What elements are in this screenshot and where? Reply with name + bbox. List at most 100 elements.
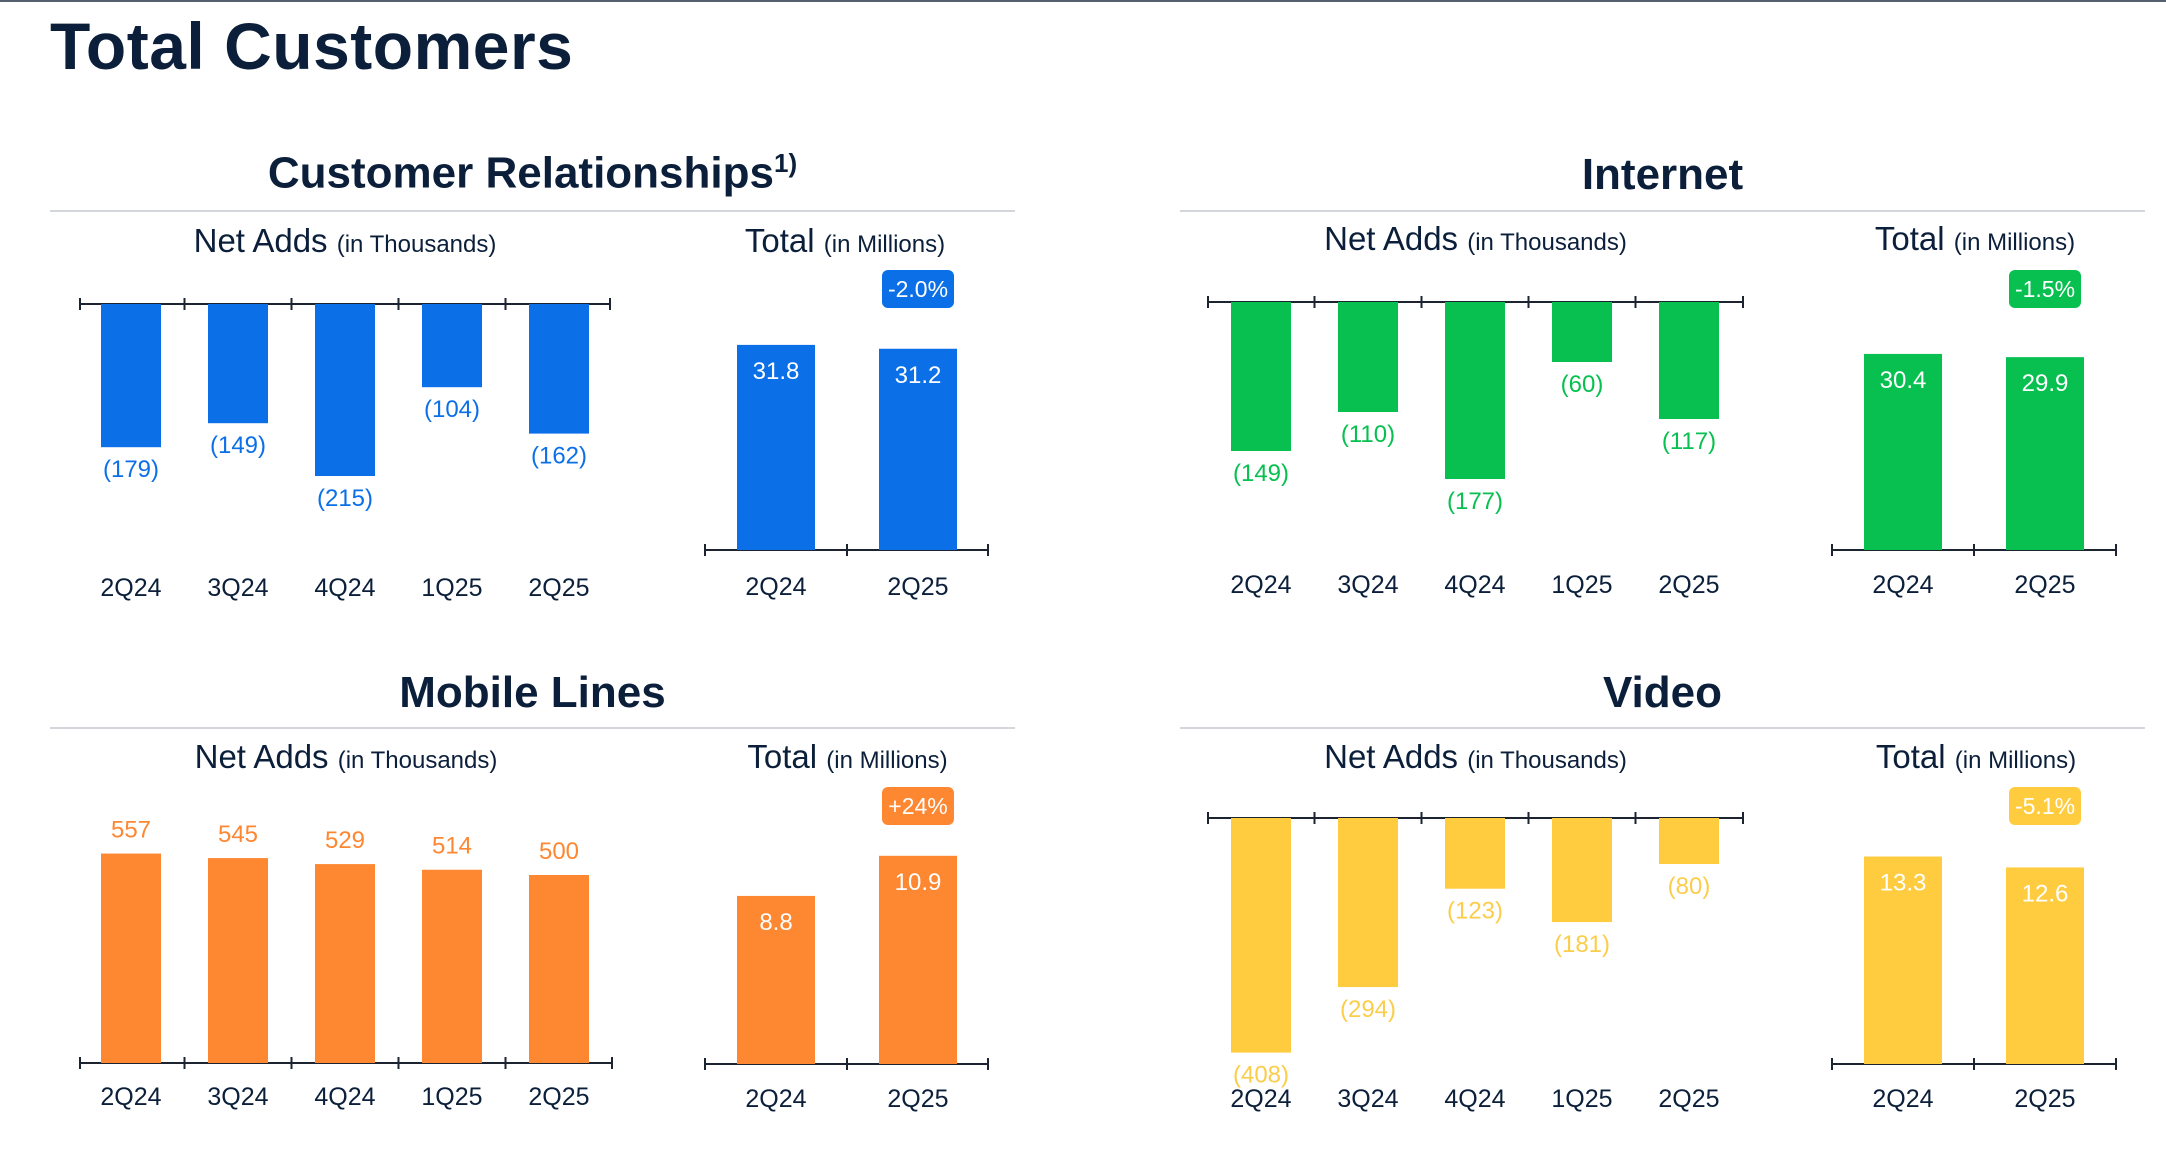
- bar-2q24: [737, 895, 815, 1064]
- net-adds-label: Net Adds: [194, 738, 329, 775]
- section-title-text: Internet: [1581, 150, 1744, 199]
- category-label: 2Q24: [100, 1083, 161, 1111]
- category-label: 2Q24: [100, 574, 161, 602]
- data-label: 500: [539, 838, 579, 865]
- data-label: 8.8: [759, 909, 792, 936]
- bar-2q25: [529, 875, 589, 1063]
- net-adds-unit: (in Thousands): [1467, 747, 1627, 774]
- data-label: 529: [325, 827, 365, 854]
- total-unit: (in Millions): [1954, 747, 2077, 774]
- section-divider: [1180, 727, 2145, 729]
- bar-3q24: [1338, 818, 1398, 988]
- change-badge: [882, 787, 954, 825]
- total-heading: Total (in Millions): [1835, 738, 2117, 776]
- data-label: (110): [1341, 421, 1395, 448]
- total-heading: Total (in Millions): [705, 738, 990, 776]
- change-badge: [2009, 787, 2081, 825]
- data-label: 29.9: [2022, 370, 2069, 397]
- data-label: (60): [1561, 371, 1604, 398]
- section-title-text: Mobile Lines: [399, 668, 666, 717]
- net-adds-label: Net Adds: [1324, 220, 1459, 257]
- total-heading: Total (in Millions): [700, 222, 990, 260]
- bar-3q24: [1338, 302, 1398, 412]
- bar-2q25: [529, 304, 589, 434]
- bar-2q25: [2006, 867, 2084, 1064]
- bar-2q25: [1659, 302, 1719, 419]
- category-label: 2Q24: [745, 573, 806, 601]
- page-title: Total Customers: [50, 9, 574, 83]
- total-label: Total: [744, 222, 815, 259]
- data-label: (215): [317, 485, 373, 512]
- bar-4q24: [315, 864, 375, 1063]
- data-label: (179): [103, 456, 159, 483]
- net-adds-unit: (in Thousands): [337, 747, 498, 774]
- category-label: 4Q24: [1444, 1085, 1505, 1113]
- category-label: 2Q25: [1658, 1085, 1719, 1113]
- net-adds-heading: Net Adds (in Thousands): [80, 738, 612, 776]
- section-title-internet: Internet: [1180, 150, 2145, 200]
- section-divider: [50, 727, 1015, 729]
- data-label: 10.9: [895, 869, 942, 896]
- bar-2q24: [1864, 353, 1942, 550]
- data-label: (123): [1447, 898, 1503, 925]
- bar-2q24: [1231, 302, 1291, 451]
- data-label: (104): [424, 396, 480, 423]
- category-label: 2Q24: [1872, 571, 1933, 599]
- category-label: 1Q25: [1551, 571, 1612, 599]
- total-unit: (in Millions): [826, 747, 948, 774]
- bar-2q25: [2006, 357, 2084, 550]
- total-label: Total: [747, 738, 818, 775]
- data-label: (162): [531, 443, 587, 470]
- data-label: 13.3: [1880, 870, 1927, 897]
- category-label: 2Q24: [1230, 571, 1291, 599]
- bar-2q24: [101, 304, 161, 448]
- net-adds-heading: Net Adds (in Thousands): [1208, 220, 1743, 258]
- net-adds-unit: (in Thousands): [336, 231, 497, 258]
- category-label: 2Q24: [1230, 1085, 1291, 1113]
- bar-4q24: [315, 304, 375, 476]
- category-label: 3Q24: [207, 1083, 268, 1111]
- category-label: 2Q25: [1658, 571, 1719, 599]
- category-label: 2Q24: [745, 1085, 806, 1113]
- net-adds-heading: Net Adds (in Thousands): [80, 222, 610, 260]
- section-title-text: Video: [1602, 668, 1722, 717]
- data-label: 31.2: [895, 362, 942, 389]
- bar-4q24: [1445, 818, 1505, 889]
- data-label: 557: [111, 817, 151, 844]
- section-title-footnote: 1): [773, 148, 798, 178]
- net-adds-heading: Net Adds (in Thousands): [1208, 738, 1743, 776]
- section-title-customer-relationships: Customer Relationships1): [50, 148, 1015, 199]
- category-label: 3Q24: [1337, 571, 1398, 599]
- category-label: 3Q24: [1337, 1085, 1398, 1113]
- bar-3q24: [208, 304, 268, 424]
- data-label: (177): [1447, 488, 1503, 515]
- change-badge-label: +24%: [888, 793, 947, 819]
- bar-1q25: [422, 869, 482, 1063]
- bar-2q24: [1231, 818, 1291, 1053]
- category-label: 3Q24: [207, 574, 268, 602]
- bar-1q25: [1552, 818, 1612, 923]
- change-badge-label: -1.5%: [2015, 276, 2075, 302]
- bar-1q25: [1552, 302, 1612, 362]
- change-badge-label: -5.1%: [2015, 793, 2075, 819]
- data-label: (294): [1340, 996, 1396, 1023]
- bar-1q25: [422, 304, 482, 388]
- data-label: 545: [218, 821, 258, 848]
- data-label: 31.8: [753, 358, 800, 385]
- category-label: 4Q24: [1444, 571, 1505, 599]
- bar-2q25: [879, 855, 957, 1064]
- bar-3q24: [208, 858, 268, 1063]
- net-adds-label: Net Adds: [193, 222, 328, 259]
- top-rule: [0, 0, 2166, 2]
- data-label: 12.6: [2022, 880, 2069, 907]
- section-title-mobile-lines: Mobile Lines: [50, 668, 1015, 718]
- net-adds-label: Net Adds: [1324, 738, 1459, 775]
- change-badge: [2009, 270, 2081, 308]
- total-label: Total: [1875, 738, 1946, 775]
- category-label: 2Q25: [528, 1083, 589, 1111]
- change-badge-label: -2.0%: [888, 276, 948, 302]
- category-label: 1Q25: [421, 1083, 482, 1111]
- data-label: (117): [1662, 428, 1716, 455]
- net-adds-unit: (in Thousands): [1467, 229, 1627, 256]
- category-label: 2Q25: [528, 574, 589, 602]
